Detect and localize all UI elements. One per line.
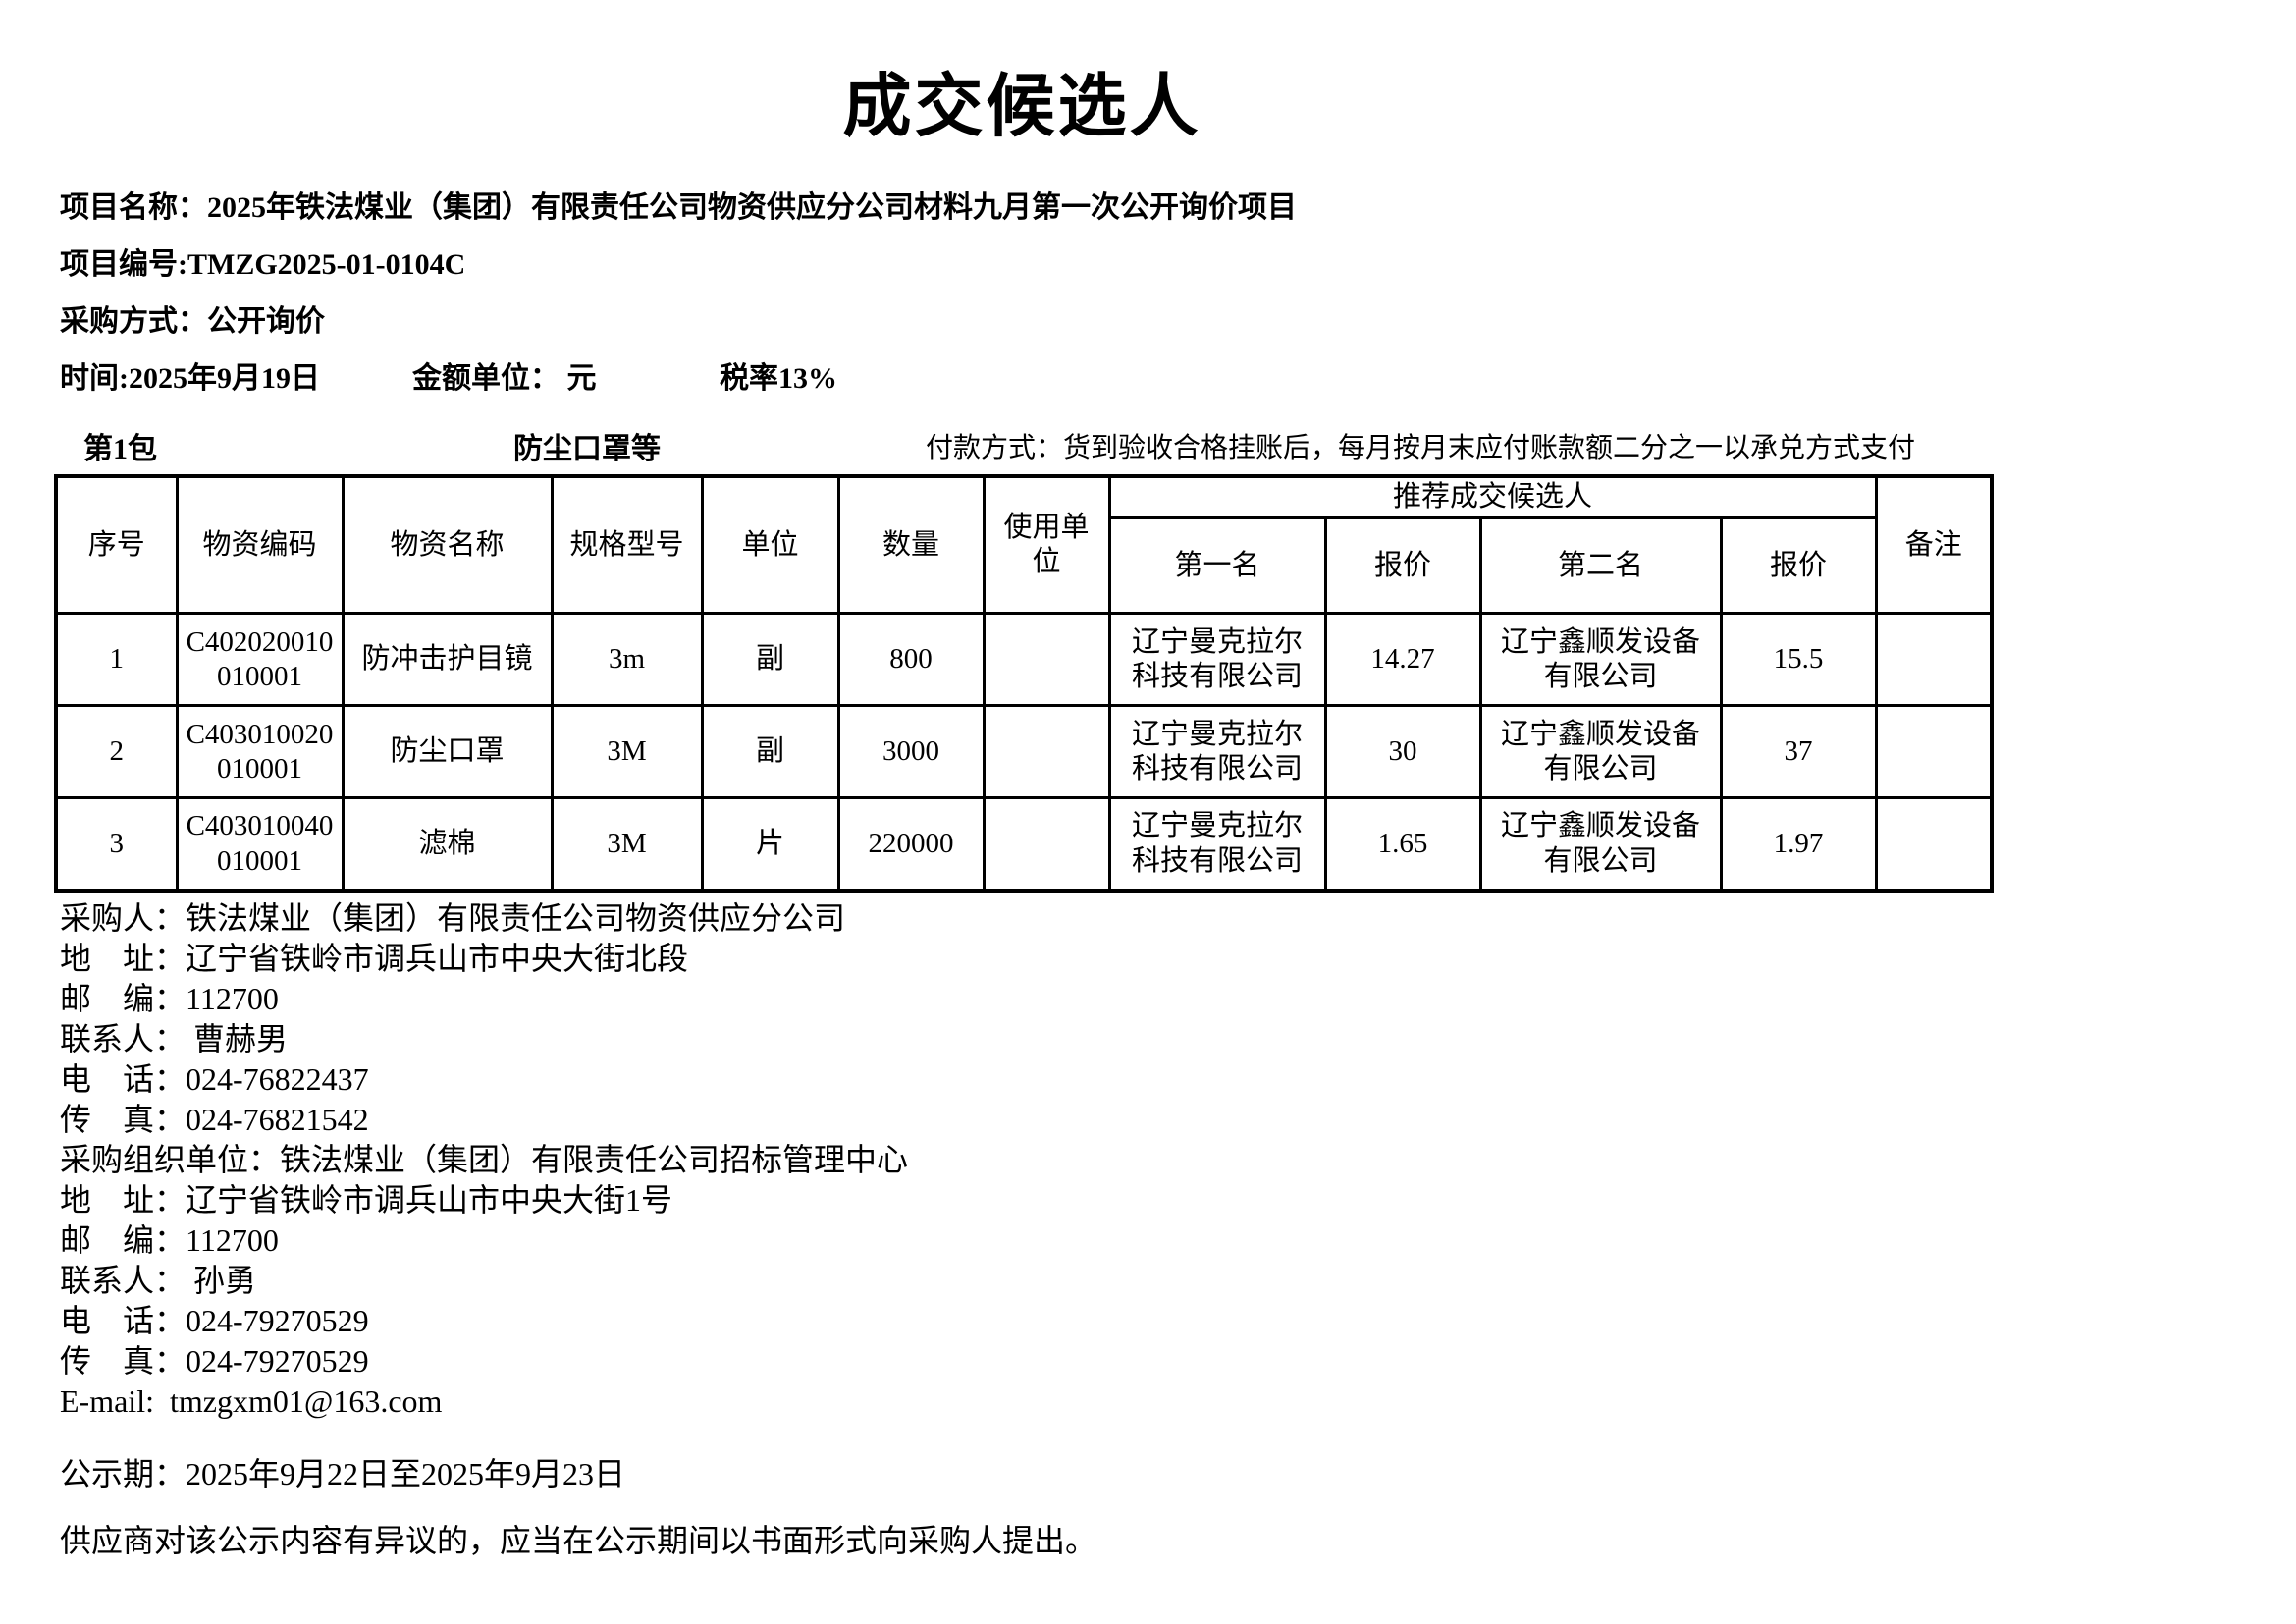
cell-remark [1874, 704, 1994, 800]
footer-line-contact: 联系人： 曹赫男 [60, 1021, 289, 1056]
footer-line-address: 地 址：辽宁省铁岭市调兵山市中央大街北段 [60, 941, 689, 976]
table-row: 3 C403010040010001 滤棉 3M 片 220000 辽宁曼克拉尔… [54, 796, 1994, 893]
cell-second-price: 1.97 [1719, 796, 1878, 893]
cell-spec: 3m [550, 612, 704, 708]
col-header-unit: 单位 [700, 474, 840, 616]
header-row-group: 序号 物资编码 物资名称 规格型号 单位 数量 使用单位 推荐成交候选人 备注 [54, 474, 1994, 616]
cell-use-unit [982, 796, 1111, 893]
cell-seq: 1 [54, 612, 179, 708]
cell-material-code: C403010020010001 [175, 704, 345, 800]
footer-line-purchaser: 采购人：铁法煤业（集团）有限责任公司物资供应分公司 [60, 900, 846, 936]
footer-line-email: E-mail: tmzgxm01@163.com [60, 1383, 443, 1419]
cell-quantity: 800 [836, 612, 986, 708]
footer-line-organizer: 采购组织单位：铁法煤业（集团）有限责任公司招标管理中心 [60, 1142, 909, 1177]
col-header-first-place: 第一名 [1107, 516, 1327, 616]
col-header-remark: 备注 [1874, 474, 1994, 616]
cell-remark [1874, 796, 1994, 893]
col-header-use-unit: 使用单位 [982, 474, 1111, 616]
cell-material-name: 滤棉 [341, 796, 554, 893]
cell-unit: 副 [700, 704, 840, 800]
col-header-material-code: 物资编码 [175, 474, 345, 616]
col-header-candidates-group: 推荐成交候选人 [1107, 474, 1878, 520]
col-header-second-price: 报价 [1719, 516, 1878, 616]
package-number: 第1包 [83, 433, 157, 465]
purchase-method-line: 采购方式：公开询价 [60, 305, 325, 338]
table-row: 2 C403010020010001 防尘口罩 3M 副 3000 辽宁曼克拉尔… [54, 704, 1994, 800]
cell-use-unit [982, 704, 1111, 800]
cell-seq: 3 [54, 796, 179, 893]
col-header-material-name: 物资名称 [341, 474, 554, 616]
cell-spec: 3M [550, 704, 704, 800]
col-header-first-price: 报价 [1323, 516, 1482, 616]
cell-remark [1874, 612, 1994, 708]
cell-material-code: C402020010010001 [175, 612, 345, 708]
cell-second-place: 辽宁鑫顺发设备有限公司 [1478, 612, 1723, 708]
time-label: 时间:2025年9月19日 [60, 362, 320, 395]
cell-material-name: 防冲击护目镜 [341, 612, 554, 708]
project-code-line: 项目编号:TMZG2025-01-0104C [60, 248, 466, 281]
publicity-period: 公示期：2025年9月22日至2025年9月23日 [60, 1456, 626, 1491]
contact-info-block: 采购人：铁法煤业（集团）有限责任公司物资供应分公司 地 址：辽宁省铁岭市调兵山市… [60, 898, 908, 1422]
footer-line-phone: 电 话：024-76822437 [60, 1061, 369, 1097]
project-name-line: 项目名称：2025年铁法煤业（集团）有限责任公司物资供应分公司材料九月第一次公开… [60, 191, 1297, 224]
package-name: 防尘口罩等 [513, 433, 661, 465]
cell-use-unit [982, 612, 1111, 708]
cell-spec: 3M [550, 796, 704, 893]
cell-seq: 2 [54, 704, 179, 800]
col-header-spec: 规格型号 [550, 474, 704, 616]
cell-unit: 片 [700, 796, 840, 893]
col-header-second-place: 第二名 [1478, 516, 1723, 616]
objection-notice: 供应商对该公示内容有异议的，应当在公示期间以书面形式向采购人提出。 [60, 1523, 1097, 1558]
page-title: 成交候选人 [842, 70, 1201, 145]
header-row-sub: 第一名 报价 第二名 报价 [56, 516, 1992, 616]
footer-line-phone-2: 电 话：024-79270529 [60, 1303, 369, 1338]
cell-unit: 副 [700, 612, 840, 708]
col-header-seq: 序号 [54, 474, 179, 616]
cell-quantity: 3000 [836, 704, 986, 800]
cell-first-price: 30 [1323, 704, 1482, 800]
footer-line-fax: 传 真：024-76821542 [60, 1102, 369, 1137]
amount-unit-label: 金额单位： 元 [412, 362, 597, 395]
cell-second-price: 15.5 [1719, 612, 1878, 708]
cell-second-price: 37 [1719, 704, 1878, 800]
payment-terms: 付款方式：货到验收合格挂账后，每月按月末应付账款额二分之一以承兑方式支付 [926, 433, 1916, 463]
footer-line-contact-2: 联系人： 孙勇 [60, 1263, 257, 1298]
cell-first-place: 辽宁曼克拉尔科技有限公司 [1107, 796, 1327, 893]
footer-line-postcode-2: 邮 编：112700 [60, 1222, 279, 1258]
footer-line-fax-2: 传 真：024-79270529 [60, 1343, 369, 1379]
cell-quantity: 220000 [836, 796, 986, 893]
cell-first-price: 14.27 [1323, 612, 1482, 708]
col-header-quantity: 数量 [836, 474, 986, 616]
cell-material-code: C403010040010001 [175, 796, 345, 893]
footer-line-address-2: 地 址：辽宁省铁岭市调兵山市中央大街1号 [60, 1182, 673, 1218]
cell-first-price: 1.65 [1323, 796, 1482, 893]
cell-second-place: 辽宁鑫顺发设备有限公司 [1478, 796, 1723, 893]
candidates-table: 序号 物资编码 物资名称 规格型号 单位 数量 使用单位 推荐成交候选人 备注 … [54, 474, 1995, 893]
table-row: 1 C402020010010001 防冲击护目镜 3m 副 800 辽宁曼克拉… [54, 612, 1994, 708]
cell-material-name: 防尘口罩 [341, 704, 554, 800]
footer-line-postcode: 邮 编：112700 [60, 981, 279, 1016]
cell-second-place: 辽宁鑫顺发设备有限公司 [1478, 704, 1723, 800]
tax-rate-label: 税率13% [720, 362, 837, 395]
cell-first-place: 辽宁曼克拉尔科技有限公司 [1107, 704, 1327, 800]
cell-first-place: 辽宁曼克拉尔科技有限公司 [1107, 612, 1327, 708]
